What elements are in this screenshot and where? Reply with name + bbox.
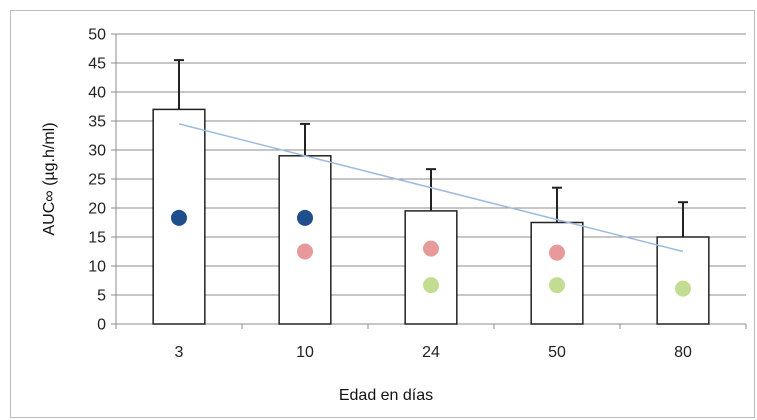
x-tick-label: 10 [296,344,314,361]
y-tick-label: 50 [88,27,106,44]
bar [404,210,458,325]
trendline [178,123,684,253]
bar [278,155,332,325]
chart-frame: 0 5 10 15 20 25 30 35 40 45 50 3 10 24 50 80 Edad en día… [10,10,755,418]
data-point [549,244,565,261]
y-tick-label: 15 [88,230,106,247]
y-tick-label: 20 [88,201,106,218]
y-tick-label: 10 [88,259,106,276]
y-tick-label: 0 [97,317,106,334]
y-tick-label: 25 [88,172,106,189]
x-axis-title: Edad en días [339,387,433,404]
data-point [675,280,691,297]
y-tick-label: 30 [88,143,106,160]
bar-chart: 0 5 10 15 20 25 30 35 40 45 50 3 10 24 50 80 Edad en día… [41,27,747,404]
y-axis-title: AUC∞ (µg.h/ml) [41,122,58,235]
data-point [549,277,565,294]
y-tick-label: 45 [88,56,106,73]
x-tick-label: 80 [674,344,692,361]
data-point [297,243,313,260]
data-point [171,209,187,226]
data-point [297,209,313,226]
y-tick-label: 40 [88,85,106,102]
bar [656,236,710,325]
x-tick-label: 3 [175,344,184,361]
bar [530,221,584,325]
data-point [423,277,439,294]
y-tick-label: 5 [97,288,106,305]
x-tick-label: 24 [422,344,440,361]
data-point [423,240,439,257]
y-tick-label: 35 [88,114,106,131]
x-tick-label: 50 [548,344,566,361]
